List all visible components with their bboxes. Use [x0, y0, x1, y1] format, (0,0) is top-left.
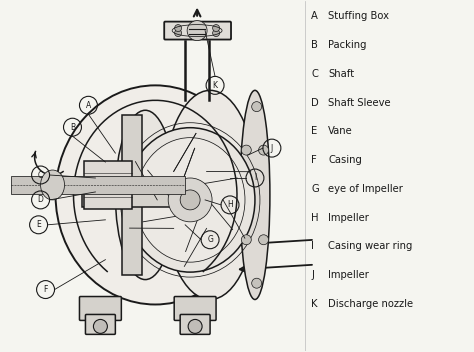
Text: K: K [212, 81, 218, 90]
Text: G: G [311, 184, 319, 194]
Ellipse shape [55, 85, 255, 304]
Text: Impeller: Impeller [328, 213, 369, 223]
Text: Shaft Sleeve: Shaft Sleeve [328, 98, 391, 108]
Text: A: A [311, 12, 318, 21]
Circle shape [252, 102, 262, 112]
Ellipse shape [135, 138, 245, 262]
Text: B: B [311, 40, 318, 50]
FancyBboxPatch shape [174, 296, 216, 320]
FancyBboxPatch shape [122, 115, 142, 275]
Circle shape [241, 145, 251, 155]
Circle shape [174, 30, 182, 37]
Text: Casing: Casing [328, 155, 362, 165]
Circle shape [252, 278, 262, 288]
FancyBboxPatch shape [82, 183, 182, 207]
FancyBboxPatch shape [80, 296, 121, 320]
Text: E: E [311, 126, 318, 137]
Text: F: F [311, 155, 317, 165]
Text: B: B [70, 123, 75, 132]
Text: eye of Impeller: eye of Impeller [328, 184, 403, 194]
Text: Vane: Vane [328, 126, 353, 137]
Circle shape [188, 319, 202, 333]
Text: Shaft: Shaft [328, 69, 355, 79]
FancyBboxPatch shape [180, 314, 210, 334]
Text: Stuffing Box: Stuffing Box [328, 12, 389, 21]
Text: K: K [311, 299, 318, 309]
Ellipse shape [240, 90, 270, 300]
Text: Casing wear ring: Casing wear ring [328, 241, 412, 251]
Text: H: H [311, 213, 319, 223]
Text: I: I [311, 241, 314, 251]
Text: Discharge nozzle: Discharge nozzle [328, 299, 413, 309]
Text: J: J [271, 144, 273, 153]
Ellipse shape [125, 128, 255, 272]
Text: J: J [311, 270, 314, 280]
Text: I: I [254, 174, 256, 182]
Text: D: D [311, 98, 319, 108]
Ellipse shape [41, 170, 64, 200]
Text: H: H [227, 200, 233, 209]
Circle shape [174, 25, 182, 32]
Ellipse shape [115, 110, 175, 279]
Circle shape [168, 178, 212, 222]
FancyBboxPatch shape [164, 21, 231, 39]
Text: C: C [311, 69, 318, 79]
FancyBboxPatch shape [85, 314, 115, 334]
Circle shape [93, 319, 108, 333]
Text: Packing: Packing [328, 40, 367, 50]
Text: E: E [36, 220, 41, 229]
Text: D: D [37, 195, 44, 205]
Circle shape [180, 190, 200, 210]
Text: F: F [44, 285, 48, 294]
FancyBboxPatch shape [84, 161, 132, 209]
Circle shape [259, 145, 269, 155]
Text: G: G [207, 235, 213, 244]
Ellipse shape [163, 90, 257, 300]
Circle shape [213, 25, 219, 32]
Text: A: A [86, 101, 91, 110]
Circle shape [213, 30, 219, 37]
Circle shape [259, 235, 269, 245]
Text: C: C [38, 170, 43, 180]
FancyBboxPatch shape [11, 176, 185, 194]
Text: Impeller: Impeller [328, 270, 369, 280]
Circle shape [241, 235, 251, 245]
Circle shape [187, 21, 207, 40]
